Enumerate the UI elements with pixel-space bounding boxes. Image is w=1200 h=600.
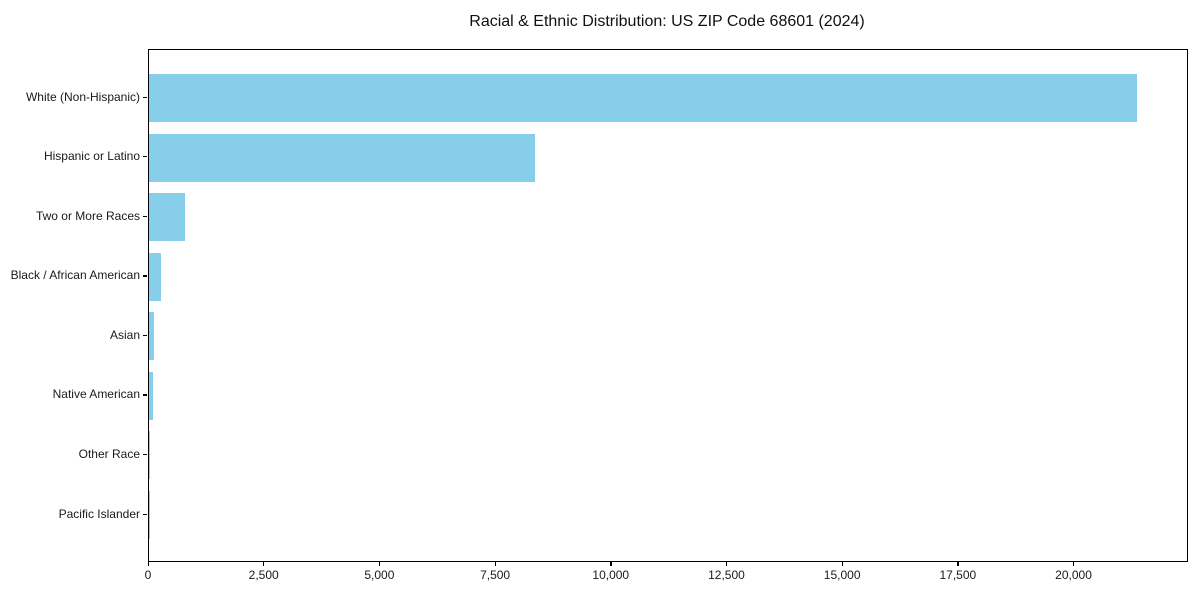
y-tick-mark: [142, 215, 147, 217]
bar: [149, 312, 154, 361]
bar: [149, 74, 1138, 122]
y-tick-mark: [142, 275, 147, 277]
x-tick-label: 10,000: [592, 568, 630, 582]
x-tick-label: 5,000: [364, 568, 395, 582]
chart-title: Racial & Ethnic Distribution: US ZIP Cod…: [469, 13, 865, 30]
bar: [149, 252, 162, 301]
y-tick-mark: [142, 513, 147, 515]
y-tick-label: White (Non-Hispanic): [25, 89, 140, 104]
x-tick-label: 2,500: [248, 568, 279, 582]
x-tick-mark: [1073, 561, 1075, 566]
y-tick-mark: [142, 394, 147, 396]
y-tick-mark: [142, 453, 147, 456]
x-tick-label: 17,500: [939, 568, 977, 582]
y-tick-mark: [142, 96, 147, 98]
x-tick-label: 7,500: [480, 568, 511, 582]
y-tick-label: Two or More Races: [35, 208, 140, 223]
y-tick-mark: [142, 156, 147, 158]
bar: [149, 133, 535, 182]
y-tick-label: Black / African American: [10, 268, 140, 283]
bar: [149, 431, 150, 480]
y-tick-label: Other Race: [78, 446, 140, 461]
x-tick-mark: [378, 561, 381, 566]
x-tick-mark: [147, 561, 149, 566]
x-tick-label: 20,000: [1055, 568, 1092, 582]
x-tick-label: 12,500: [708, 568, 745, 582]
y-tick-label: Hispanic or Latino: [43, 149, 140, 164]
plot-area: [148, 49, 1188, 562]
y-tick-label: Native American: [52, 387, 140, 402]
x-tick-mark: [610, 561, 612, 566]
x-tick-mark: [263, 561, 265, 566]
y-tick-label: Pacific Islander: [58, 506, 140, 521]
x-tick-mark: [957, 561, 959, 566]
x-tick-label: 15,000: [823, 568, 861, 582]
x-tick-mark: [725, 561, 728, 566]
x-tick-mark: [494, 561, 496, 566]
x-tick-label: 0: [144, 568, 152, 582]
bar: [149, 193, 186, 242]
y-tick-label: Asian: [109, 327, 140, 342]
x-tick-mark: [841, 561, 843, 566]
bar: [149, 491, 150, 539]
bar: [149, 371, 153, 420]
y-tick-mark: [142, 334, 147, 337]
